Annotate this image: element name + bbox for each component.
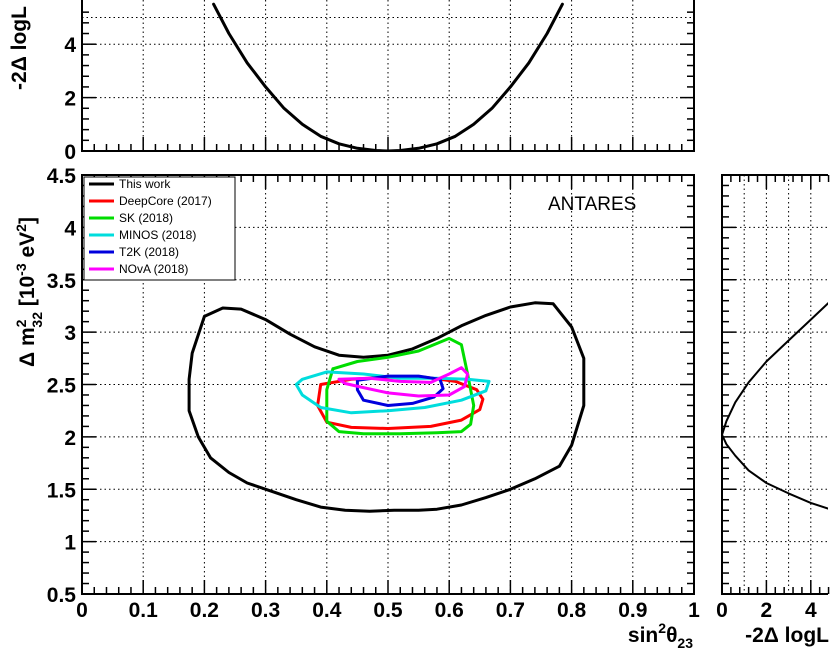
contour-this-work [187, 301, 586, 513]
main-y-tick-label-1: 1 [64, 532, 76, 555]
right-profile-curve [722, 301, 828, 510]
right-x-axis-title: -2Δ logL [745, 624, 829, 647]
legend-label-1: DeepCore (2017) [119, 194, 212, 208]
legend-label-4: T2K (2018) [119, 245, 179, 259]
contour-sk-2018 [325, 336, 476, 436]
main-x-tick-labels: 0 0.1 0.2 0.3 0.4 0.5 0.6 0.7 0.8 0.9 1 [76, 599, 700, 622]
right-ticks [721, 174, 830, 595]
legend-label-2: SK (2018) [119, 211, 173, 225]
right-x-tick-label-1: 2 [761, 599, 773, 622]
main-y-tick-label-3: 2 [64, 427, 76, 450]
right-x-tick-label-0: 0 [716, 599, 728, 622]
legend: This work DeepCore (2017) SK (2018) MINOS (… [83, 176, 236, 281]
top-grid [82, 0, 694, 151]
main-grid [82, 175, 694, 594]
main-x-tick-label-3: 0.3 [251, 599, 280, 622]
top-curve-layer [212, 2, 564, 151]
top-y-tick-labels: 0 2 4 [64, 34, 76, 164]
top-y-tick-label-1: 2 [64, 88, 76, 111]
main-x-tick-label-5: 0.5 [373, 599, 403, 622]
contour-nova-2018 [337, 366, 470, 398]
legend-label-0: This work [119, 177, 171, 191]
main-y-tick-labels: 0.5 1 1.5 2 2.5 3 3.5 4 4.5 [47, 165, 77, 607]
main-y-tick-label-2: 1.5 [47, 479, 77, 502]
main-panel: 0.511.522.533.544.5 0 0.1 0.2 0.3 0.4 0.5 0.6 0… [13, 165, 700, 651]
legend-label-5: NOvA (2018) [119, 262, 188, 276]
main-y-tick-label-8: 4.5 [47, 165, 77, 188]
main-x-tick-label-8: 0.8 [557, 599, 587, 622]
legend-label-3: MINOS (2018) [119, 228, 196, 242]
right-x-tick-labels: 0 2 4 [716, 599, 817, 622]
main-y-tick-label-6: 3.5 [47, 270, 77, 293]
right-x-tick-label-2: 4 [805, 599, 817, 622]
main-contour-layer [187, 301, 586, 513]
contour-t2k-2018 [355, 374, 445, 407]
top-ticks [81, 11, 695, 152]
main-y-tick-label-5: 3 [64, 322, 76, 345]
top-y-tick-label-2: 4 [64, 34, 76, 57]
main-x-tick-label-2: 0.2 [190, 599, 219, 622]
main-ticks [81, 174, 695, 595]
legend-box [83, 176, 236, 281]
top-y-axis-title: -2Δ logL [8, 6, 31, 90]
antares-annotation: ANTARES [548, 194, 636, 215]
legend-entries: This work DeepCore (2017) SK (2018) MINOS (… [89, 177, 212, 276]
right-curve-layer [722, 301, 828, 510]
main-x-tick-label-7: 0.7 [496, 599, 525, 622]
main-y-tick-label-4: 2.5 [47, 375, 77, 398]
main-x-tick-label-4: 0.4 [312, 599, 342, 622]
contour-deepcore-2017 [316, 375, 485, 430]
right-grid [722, 175, 828, 594]
top-profile-curve [212, 2, 564, 151]
main-y-axis-title: Δ m232 [10-3 eV2] [13, 217, 45, 367]
top-y-tick-label-0: 0 [64, 141, 76, 164]
main-x-axis-title: sin2θ23 [628, 620, 693, 651]
top-panel: 0 2 4 -2Δ logL [8, 0, 695, 164]
main-x-tick-label-10: 1 [688, 599, 700, 622]
main-y-tick-label-7: 4 [64, 217, 76, 240]
main-x-tick-label-0: 0 [76, 599, 88, 622]
main-y-tick-label-0: 0.5 [47, 584, 77, 607]
right-panel: 0 2 4 -2Δ logL [716, 174, 830, 647]
main-x-tick-label-1: 0.1 [129, 599, 159, 622]
main-x-tick-label-9: 0.9 [618, 599, 647, 622]
main-x-tick-label-6: 0.6 [435, 599, 464, 622]
